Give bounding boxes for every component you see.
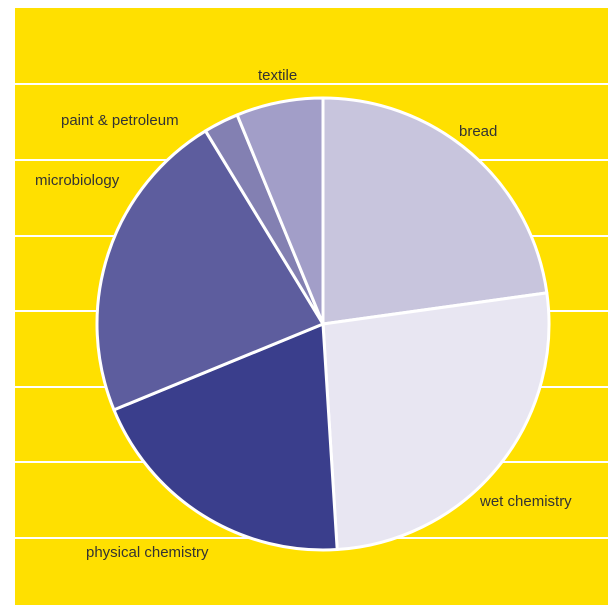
- pie-slice-bread: [321, 96, 549, 326]
- pie-slice-wet-chemistry: [321, 291, 551, 552]
- slice-labels: bread wet chemistry physical chemistry micr…: [35, 67, 572, 561]
- slice-label-microbiology: microbiology: [35, 172, 120, 189]
- pie-slice-physical-chemistry: [112, 322, 339, 552]
- slice-label-wet-chemistry: wet chemistry: [479, 493, 572, 510]
- slice-label-physical-chemistry: physical chemistry: [86, 544, 209, 561]
- slice-label-bread: bread: [459, 123, 497, 140]
- slice-label-paint-petroleum: paint & petroleum: [61, 112, 179, 129]
- slice-label-textile: textile: [258, 67, 297, 84]
- pie-slice-textile: [235, 96, 325, 326]
- pie-slices: [95, 96, 551, 552]
- pie-slice-microbiology: [95, 129, 325, 412]
